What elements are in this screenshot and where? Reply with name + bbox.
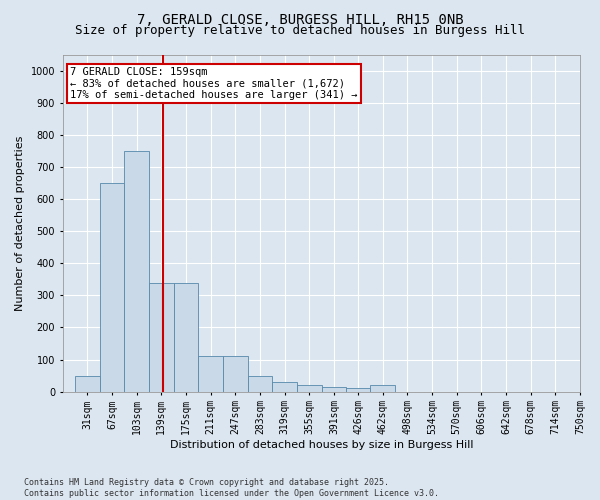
Y-axis label: Number of detached properties: Number of detached properties: [15, 136, 25, 311]
Bar: [173, 282, 199, 392]
Bar: [370, 385, 395, 392]
Bar: [297, 385, 322, 392]
Bar: [248, 376, 272, 392]
Bar: [100, 183, 124, 392]
Bar: [223, 356, 248, 392]
Bar: [272, 382, 297, 392]
X-axis label: Distribution of detached houses by size in Burgess Hill: Distribution of detached houses by size …: [170, 440, 473, 450]
Text: Contains HM Land Registry data © Crown copyright and database right 2025.
Contai: Contains HM Land Registry data © Crown c…: [24, 478, 439, 498]
Text: 7 GERALD CLOSE: 159sqm
← 83% of detached houses are smaller (1,672)
17% of semi-: 7 GERALD CLOSE: 159sqm ← 83% of detached…: [70, 67, 358, 100]
Bar: [149, 282, 173, 392]
Bar: [322, 386, 346, 392]
Bar: [75, 376, 100, 392]
Text: Size of property relative to detached houses in Burgess Hill: Size of property relative to detached ho…: [75, 24, 525, 37]
Bar: [124, 151, 149, 392]
Text: 7, GERALD CLOSE, BURGESS HILL, RH15 0NB: 7, GERALD CLOSE, BURGESS HILL, RH15 0NB: [137, 12, 463, 26]
Bar: [199, 356, 223, 392]
Bar: [346, 388, 370, 392]
